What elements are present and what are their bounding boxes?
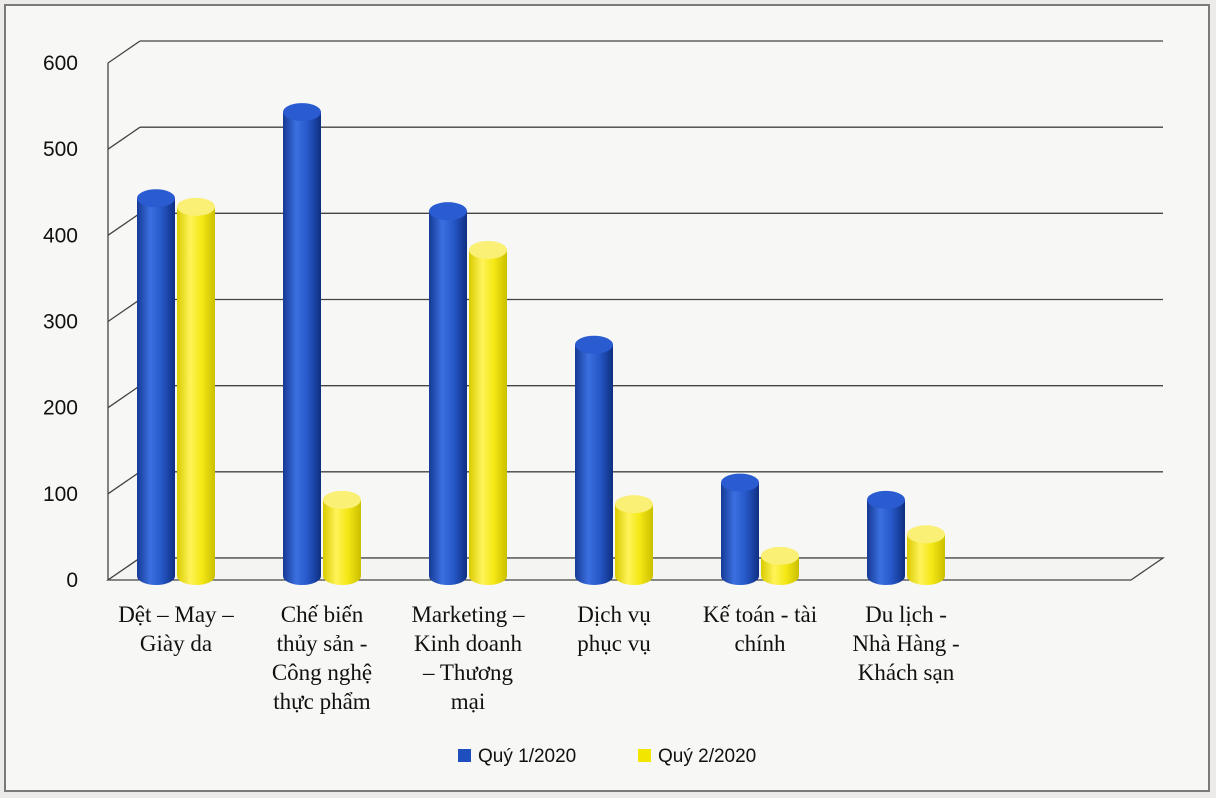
bar-top [469,240,507,259]
bar-top [721,473,759,492]
bar [907,534,945,585]
x-category-label-line: phục vụ [577,631,651,656]
legend-swatch [458,749,471,762]
bar-top [177,197,215,216]
x-category-label-line: Dệt – May – [118,602,234,627]
bar-top [137,189,175,208]
bar-top [615,495,653,514]
y-tick-label: 600 [43,52,78,75]
bar-top [429,202,467,221]
bar [429,211,467,586]
x-category-label-line: Giày da [140,631,212,656]
bar [469,249,507,585]
x-category-label-line: mại [451,689,486,714]
bar [721,482,759,585]
bar [867,499,905,585]
x-category-label-line: Dịch vụ [577,602,651,627]
gridline-diagonal [107,126,141,150]
x-category-label-line: thực phẩm [273,689,371,714]
y-tick-label: 500 [43,138,78,161]
x-category-label: Dệt – May – Giày da [118,602,234,656]
gridline-diagonal [107,298,141,323]
bar-top [575,335,613,354]
x-category-label-line: Chế biến [281,602,364,627]
x-category-label-line: Nhà Hàng - [852,631,959,656]
legend-swatch [638,749,651,762]
bar-top [867,490,905,509]
gridline-diagonal [107,471,141,495]
legend-label: Quý 2/2020 [658,746,756,767]
bar-top [907,525,945,544]
x-category-label: Kế toán - tài chính [703,602,817,656]
x-category-label: Marketing – Kinh doanh – Thương mại [411,602,525,714]
x-category-label-line: Marketing – [411,602,525,627]
y-tick-label: 100 [43,483,78,506]
x-category-label-line: thủy sản - [277,631,368,656]
y-tick-label: 0 [66,569,78,592]
gridline-diagonal [107,40,141,64]
x-category-label-line: Kế toán - tài [703,602,817,627]
y-tick-label: 200 [43,397,78,420]
bar [575,344,613,585]
x-category-label-line: Khách sạn [858,660,955,685]
bar [177,206,215,585]
x-category-label: Du lịch - Nhà Hàng - Khách sạn [852,602,959,685]
x-category-label-line: chính [734,631,786,656]
y-tick-label: 300 [43,311,78,334]
x-category-label: Dịch vụ phục vụ [577,602,651,656]
bar [137,198,175,585]
y-tick-label: 400 [43,224,78,247]
x-category-label-line: Du lịch - [865,602,947,627]
legend-label: Quý 1/2020 [478,746,576,767]
x-category-label-line: Kinh doanh [414,631,522,656]
gridline-diagonal [107,212,141,236]
x-category-label: Chế biến thủy sản - Công nghệ thực phẩm [272,602,372,714]
bar-top [761,546,799,565]
bar [323,499,361,585]
bar-top [283,103,321,122]
bar [283,112,321,585]
x-category-label-line: Công nghệ [272,660,372,685]
x-category-label-line: – Thương [422,660,514,685]
bar-top [323,490,361,509]
gridline-diagonal [107,385,141,409]
bar [615,504,653,585]
